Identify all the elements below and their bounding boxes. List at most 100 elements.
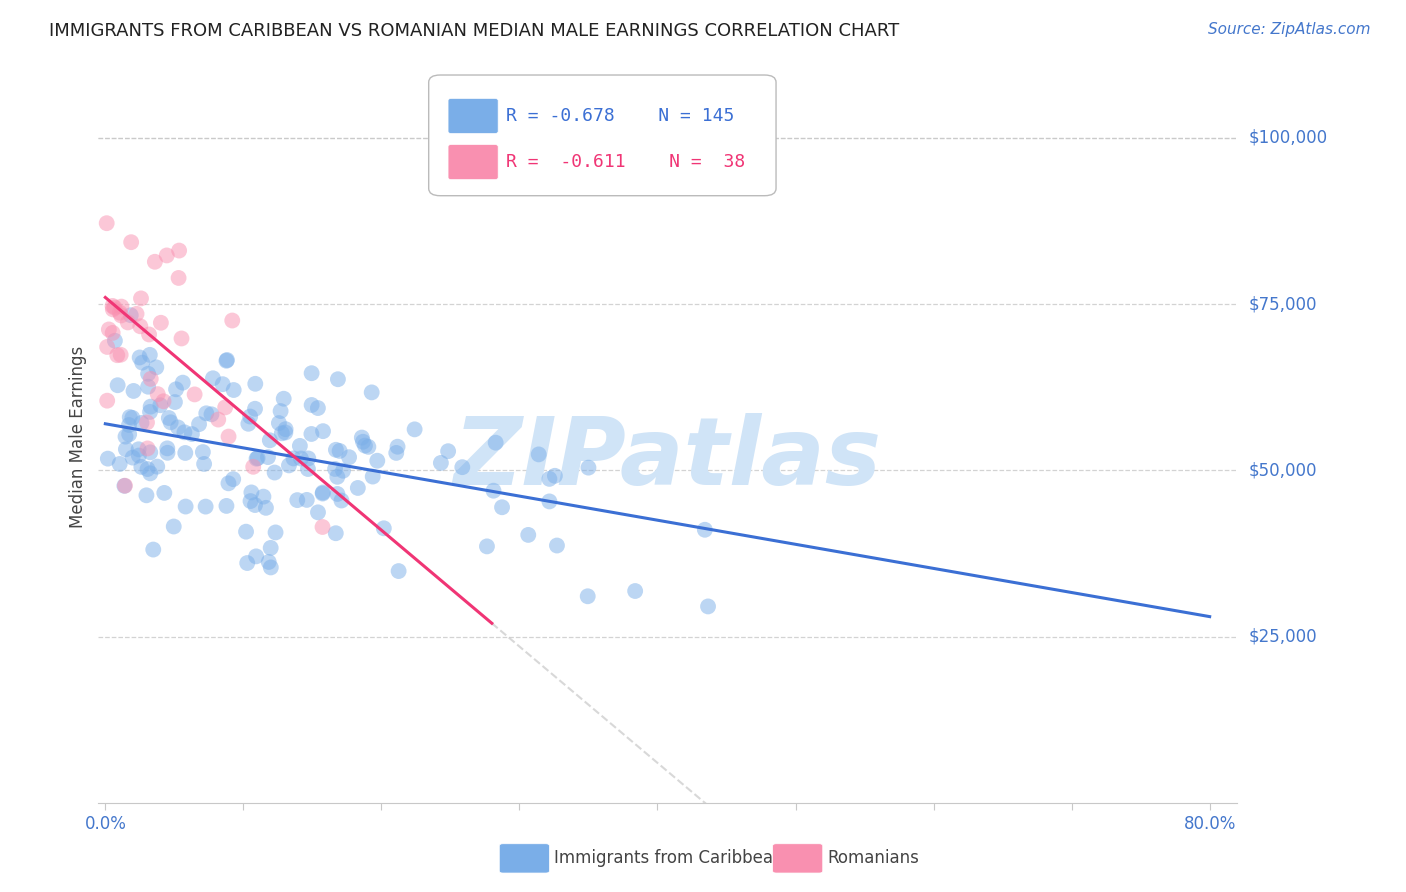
Point xyxy=(245,451,267,466)
Point xyxy=(297,462,319,476)
Point xyxy=(260,541,283,555)
Point xyxy=(267,416,290,430)
Point xyxy=(260,560,283,574)
Point xyxy=(311,486,333,500)
Point xyxy=(215,499,238,513)
Point xyxy=(332,464,354,478)
Point xyxy=(191,445,214,459)
Point xyxy=(270,426,292,441)
Point xyxy=(430,456,453,470)
Point xyxy=(128,442,150,457)
Point xyxy=(350,431,373,445)
Point xyxy=(301,366,323,380)
Point xyxy=(163,519,186,533)
Point xyxy=(373,521,395,535)
Point xyxy=(139,445,162,459)
Point xyxy=(222,472,245,486)
Point xyxy=(145,360,167,375)
Text: IMMIGRANTS FROM CARIBBEAN VS ROMANIAN MEDIAN MALE EARNINGS CORRELATION CHART: IMMIGRANTS FROM CARIBBEAN VS ROMANIAN ME… xyxy=(49,22,900,40)
Point xyxy=(347,481,370,495)
Point xyxy=(152,394,174,409)
Point xyxy=(131,356,153,370)
Point xyxy=(193,457,215,471)
Point xyxy=(360,385,382,400)
Point xyxy=(252,490,274,504)
Point xyxy=(217,476,239,491)
Point xyxy=(238,417,260,431)
Point xyxy=(222,383,245,397)
Point xyxy=(120,235,142,250)
Point xyxy=(218,429,240,443)
Point xyxy=(121,450,143,465)
Point xyxy=(139,372,162,386)
Point xyxy=(215,353,238,368)
Text: R = -0.678    N = 145: R = -0.678 N = 145 xyxy=(506,107,734,125)
FancyBboxPatch shape xyxy=(773,844,823,873)
Point xyxy=(330,493,353,508)
Point xyxy=(451,460,474,475)
Point xyxy=(201,371,224,385)
Point xyxy=(170,331,193,345)
FancyBboxPatch shape xyxy=(449,98,498,134)
Point xyxy=(239,409,262,424)
Point xyxy=(118,410,141,425)
Point xyxy=(693,523,716,537)
Point xyxy=(361,469,384,483)
Point xyxy=(112,479,135,493)
Point xyxy=(546,539,568,553)
Point xyxy=(274,425,297,440)
Point xyxy=(301,398,323,412)
Point xyxy=(288,439,311,453)
Point xyxy=(114,479,136,493)
Point xyxy=(215,353,238,368)
Point xyxy=(129,319,152,334)
Point xyxy=(527,447,550,461)
Point xyxy=(163,395,186,409)
Point xyxy=(312,485,335,500)
Point xyxy=(214,401,236,415)
Point xyxy=(325,526,347,541)
Point xyxy=(578,460,600,475)
Point xyxy=(108,457,131,471)
Point xyxy=(243,498,266,512)
Point xyxy=(167,244,190,258)
Point xyxy=(122,384,145,398)
Point xyxy=(131,459,153,474)
Point xyxy=(159,415,181,429)
Point xyxy=(103,301,125,315)
Point xyxy=(194,500,217,514)
Point xyxy=(385,446,408,460)
Point xyxy=(235,524,257,539)
Point xyxy=(110,348,132,362)
Point xyxy=(173,425,195,440)
Point xyxy=(259,434,281,448)
Point xyxy=(105,348,128,362)
Point xyxy=(337,450,360,465)
Point xyxy=(311,520,333,534)
Point xyxy=(174,446,197,460)
Point xyxy=(101,302,124,317)
Point xyxy=(96,340,118,354)
Point xyxy=(146,387,169,401)
Point xyxy=(139,400,162,414)
Point xyxy=(576,589,599,603)
Point xyxy=(149,398,172,412)
Point xyxy=(136,462,159,476)
FancyBboxPatch shape xyxy=(429,75,776,195)
Y-axis label: Median Male Earnings: Median Male Earnings xyxy=(69,346,87,528)
Point xyxy=(129,292,152,306)
Point xyxy=(221,313,243,327)
Point xyxy=(329,444,352,458)
Point xyxy=(97,451,120,466)
Point xyxy=(482,483,505,498)
Point xyxy=(136,367,159,381)
Point xyxy=(165,382,187,396)
Point xyxy=(624,584,647,599)
Point xyxy=(242,459,264,474)
Text: ZIPatlas: ZIPatlas xyxy=(454,413,882,505)
Point xyxy=(246,451,269,466)
Point xyxy=(118,427,141,442)
Point xyxy=(120,308,142,322)
Point xyxy=(167,271,190,285)
Point xyxy=(139,348,162,362)
